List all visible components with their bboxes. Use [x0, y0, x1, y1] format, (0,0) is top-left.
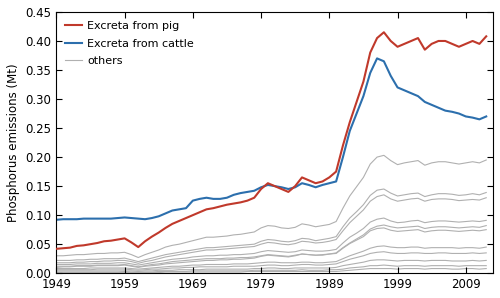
- others: [135, 256, 141, 259]
- Excreta from cattle: [292, 185, 298, 189]
- Excreta from pig: [231, 202, 237, 205]
- Excreta from cattle: [54, 218, 60, 222]
- Legend: Excreta from pig, Excreta from cattle, others: Excreta from pig, Excreta from cattle, o…: [62, 18, 198, 70]
- Excreta from pig: [326, 176, 332, 179]
- others: [333, 220, 339, 223]
- Excreta from pig: [292, 184, 298, 188]
- Excreta from cattle: [374, 57, 380, 60]
- Y-axis label: Phosphorus emissions (Mt): Phosphorus emissions (Mt): [7, 63, 20, 222]
- Excreta from cattle: [108, 217, 114, 221]
- Line: Excreta from cattle: Excreta from cattle: [56, 58, 486, 220]
- others: [340, 207, 346, 210]
- Excreta from cattle: [231, 193, 237, 197]
- Excreta from pig: [265, 181, 271, 185]
- others: [272, 224, 278, 228]
- Excreta from pig: [54, 247, 60, 251]
- Excreta from cattle: [483, 115, 489, 118]
- Excreta from pig: [381, 30, 387, 34]
- others: [381, 153, 387, 157]
- others: [54, 254, 60, 257]
- others: [108, 251, 114, 255]
- others: [238, 232, 244, 236]
- others: [299, 222, 305, 226]
- Excreta from pig: [483, 35, 489, 38]
- Excreta from cattle: [326, 181, 332, 185]
- Line: others: others: [56, 155, 486, 257]
- Excreta from cattle: [265, 183, 271, 187]
- others: [483, 158, 489, 162]
- Excreta from cattle: [333, 180, 339, 183]
- Excreta from pig: [333, 170, 339, 173]
- Line: Excreta from pig: Excreta from pig: [56, 32, 486, 249]
- Excreta from pig: [108, 239, 114, 243]
